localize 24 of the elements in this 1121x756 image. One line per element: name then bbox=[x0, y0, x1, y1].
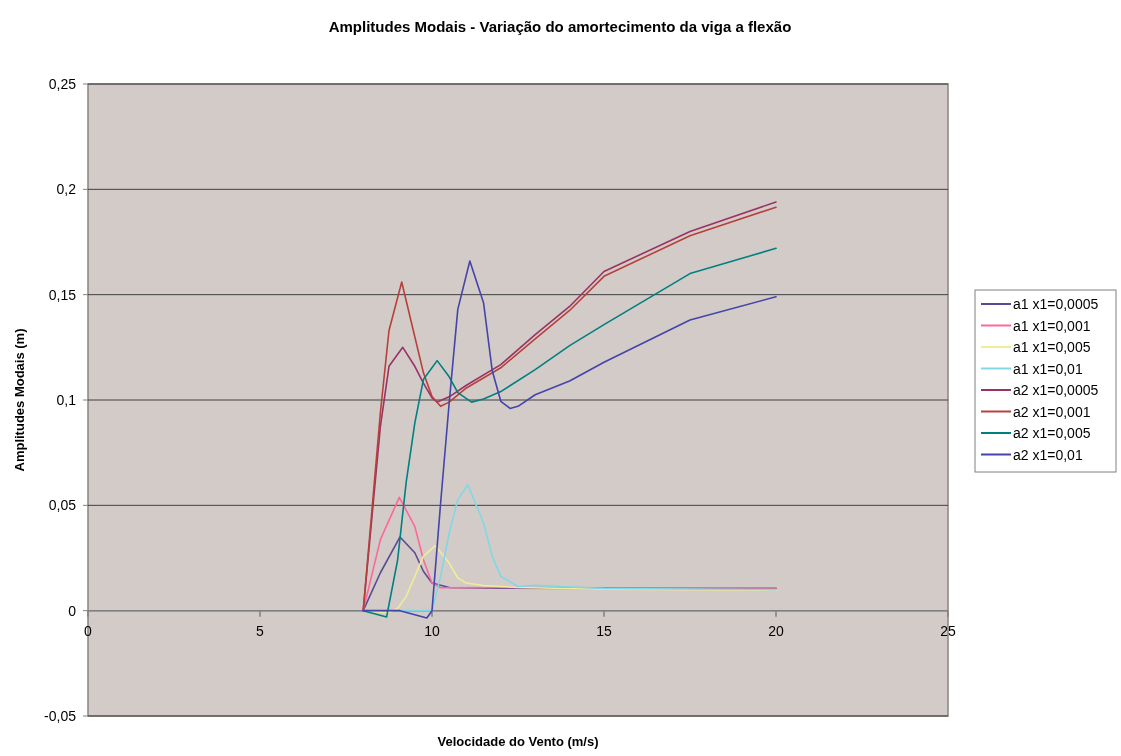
legend-label: a1 x1=0,001 bbox=[1013, 317, 1091, 334]
y-tick-label: 0,2 bbox=[56, 181, 77, 198]
y-tick-label: 0 bbox=[68, 602, 77, 619]
x-tick-label: 25 bbox=[940, 622, 956, 639]
y-axis-title: Amplitudes Modais (m) bbox=[12, 328, 27, 472]
y-tick-label: 0,25 bbox=[48, 76, 77, 92]
x-tick-label: 5 bbox=[256, 622, 265, 639]
legend-label: a2 x1=0,01 bbox=[1013, 446, 1083, 463]
legend-label: a1 x1=0,005 bbox=[1013, 339, 1091, 355]
y-tick-label: 0,15 bbox=[48, 286, 77, 303]
x-tick-label: 0 bbox=[84, 622, 93, 639]
legend-label: a1 x1=0,01 bbox=[1013, 360, 1083, 377]
y-tick-label: 0,05 bbox=[48, 497, 77, 514]
legend-label: a1 x1=0,0005 bbox=[1013, 296, 1099, 312]
chart-title: Amplitudes Modais - Variação do amortecimento da viga a flexão bbox=[328, 18, 792, 35]
x-axis-title: Velocidade do Vento (m/s) bbox=[437, 734, 599, 749]
legend-label: a2 x1=0,001 bbox=[1013, 403, 1091, 420]
x-tick-label: 15 bbox=[596, 622, 612, 639]
x-tick-label: 10 bbox=[424, 622, 440, 639]
x-tick-label: 20 bbox=[768, 622, 784, 639]
y-tick-label: 0,1 bbox=[56, 392, 77, 408]
y-tick-label: -0,05 bbox=[44, 708, 77, 724]
legend-label: a2 x1=0,005 bbox=[1013, 425, 1091, 441]
legend-label: a2 x1=0,0005 bbox=[1013, 382, 1099, 398]
